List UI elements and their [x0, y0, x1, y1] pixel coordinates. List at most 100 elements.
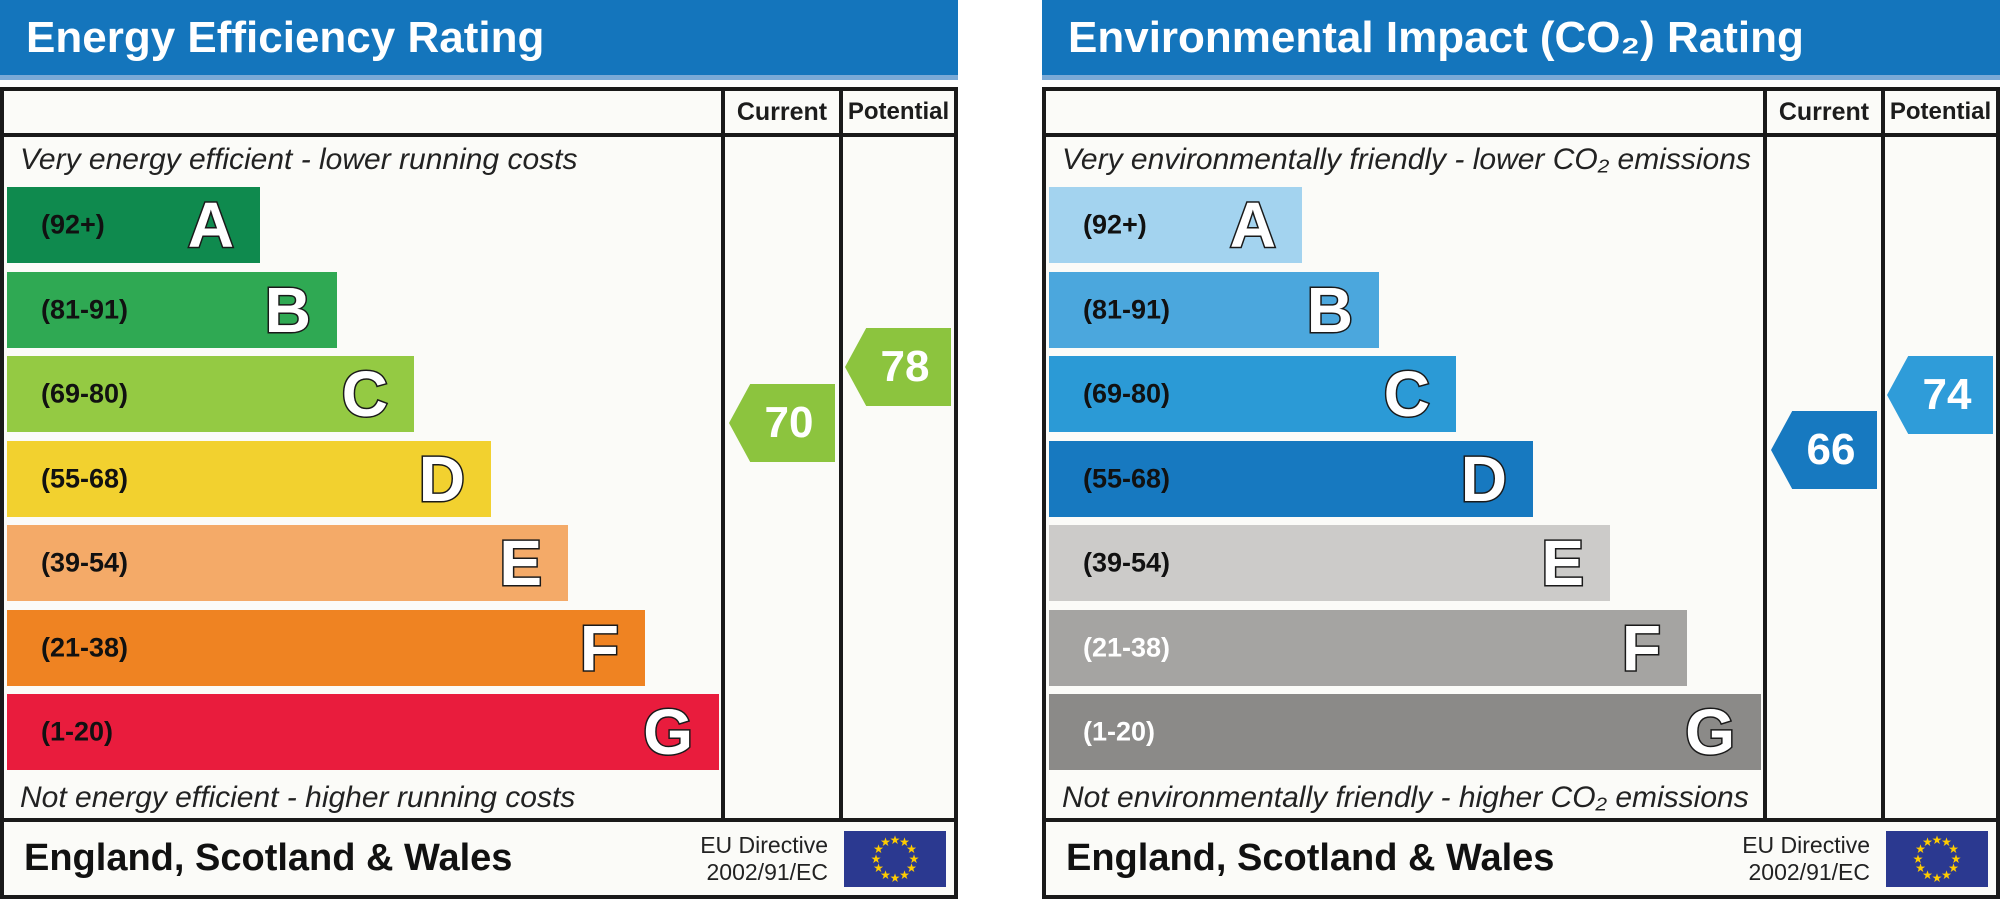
- eu-flag-star: ★: [899, 867, 910, 882]
- band-range-label: (69-80): [1083, 378, 1171, 409]
- panel-footer: England, Scotland & Wales EU Directive 2…: [4, 818, 954, 895]
- band-environmental-impact-b: (81-91) B: [1049, 271, 1379, 348]
- band-energy-efficiency-e: (39-54) E: [7, 525, 568, 601]
- eu-directive-line2: 2002/91/EC: [1748, 858, 1870, 885]
- eu-directive-line1: EU Directive: [1742, 831, 1870, 858]
- current-column-header: Current: [1778, 98, 1870, 126]
- band-letter: F: [1620, 611, 1662, 684]
- eu-flag-star: ★: [880, 867, 891, 882]
- arrow-value: 74: [1922, 370, 1972, 419]
- band-letter: F: [578, 611, 620, 684]
- column-divider: [839, 91, 843, 818]
- eu-flag-star: ★: [906, 861, 917, 875]
- band-letter: B: [1305, 273, 1354, 346]
- eu-flag-star: ★: [1912, 851, 1924, 866]
- band-environmental-impact-c: (69-80) C: [1049, 356, 1456, 432]
- eu-flag-star: ★: [1950, 851, 1962, 866]
- energy-efficiency-current-arrow: 70: [729, 384, 835, 462]
- eu-flag-star: ★: [908, 851, 920, 866]
- environmental-impact-table: Current Potential Very environmentally f…: [1042, 87, 2000, 899]
- band-range-label: (81-91): [1083, 294, 1171, 324]
- band-energy-efficiency-f: (21-38) F: [7, 609, 645, 686]
- band-range-label: (21-38): [1083, 632, 1171, 662]
- band-range-label: (39-54): [1083, 547, 1171, 578]
- band-energy-efficiency-b: (81-91) B: [7, 271, 337, 348]
- top-caption: Very energy efficient - lower running co…: [20, 143, 578, 176]
- eu-flag-star: ★: [889, 832, 901, 847]
- region-label: England, Scotland & Wales: [1066, 837, 1555, 879]
- eu-flag-star: ★: [1948, 842, 1959, 856]
- band-environmental-impact-d: (55-68) D: [1049, 440, 1533, 517]
- region-label: England, Scotland & Wales: [24, 837, 513, 879]
- eu-flag-star: ★: [870, 851, 882, 866]
- arrow-value: 66: [1806, 425, 1856, 474]
- column-divider: [1763, 91, 1767, 818]
- band-energy-efficiency-a: (92+) A: [7, 187, 260, 263]
- environmental-impact-potential-arrow: 74: [1887, 356, 1993, 434]
- band-letter: E: [498, 527, 544, 599]
- band-range-label: (1-20): [41, 716, 114, 747]
- eu-directive-line2: 2002/91/EC: [706, 858, 828, 885]
- band-range-label: (69-80): [41, 378, 129, 409]
- band-letter: D: [1459, 442, 1508, 515]
- band-environmental-impact-e: (39-54) E: [1049, 525, 1610, 601]
- eu-directive-line1: EU Directive: [700, 831, 828, 858]
- band-letter: B: [263, 273, 312, 346]
- band-letter: A: [186, 189, 235, 261]
- arrow-value: 78: [880, 342, 930, 391]
- bottom-caption: Not environmentally friendly - higher CO…: [1062, 781, 1749, 814]
- band-letter: E: [1540, 527, 1586, 599]
- band-environmental-impact-g: (1-20) G: [1049, 694, 1761, 770]
- band-range-label: (55-68): [1083, 463, 1171, 493]
- energy-efficiency-table: Current Potential Very energy efficient …: [0, 87, 958, 899]
- environmental-impact-title-bar: Environmental Impact (CO₂) Rating: [1042, 0, 2000, 80]
- panel-title: Environmental Impact (CO₂) Rating: [1068, 13, 1804, 62]
- band-range-label: (55-68): [41, 463, 129, 493]
- eu-flag-star: ★: [1941, 835, 1952, 850]
- band-letter: C: [1382, 358, 1431, 430]
- band-letter: G: [1684, 696, 1737, 768]
- eu-flag-star: ★: [1915, 861, 1926, 875]
- potential-column-header: Potential: [847, 98, 950, 125]
- eu-directive-label: EU Directive 2002/91/EC: [1742, 832, 1870, 886]
- energy-efficiency-title-bar: Energy Efficiency Rating: [0, 0, 958, 80]
- eu-flag-star: ★: [906, 842, 917, 856]
- eu-flag-icon: ★ ★ ★ ★ ★ ★ ★ ★ ★ ★ ★ ★: [844, 830, 946, 887]
- eu-flag-star: ★: [873, 861, 884, 875]
- header-underline: [4, 133, 954, 137]
- band-letter: D: [417, 442, 466, 515]
- environmental-impact-current-arrow: 66: [1771, 411, 1877, 489]
- eu-flag-star: ★: [1948, 861, 1959, 875]
- eu-flag-star: ★: [1941, 867, 1952, 882]
- eu-flag-star: ★: [899, 835, 910, 850]
- eu-flag-star: ★: [1922, 835, 1933, 850]
- band-range-label: (92+): [41, 209, 105, 240]
- energy-efficiency-panel: Energy Efficiency Rating Current Potenti…: [0, 0, 958, 899]
- eu-flag-star: ★: [1915, 842, 1926, 856]
- band-letter: G: [642, 696, 695, 768]
- panel-footer: England, Scotland & Wales EU Directive 2…: [1046, 818, 1996, 895]
- band-environmental-impact-a: (92+) A: [1049, 187, 1302, 263]
- band-environmental-impact-f: (21-38) F: [1049, 609, 1687, 686]
- environmental-impact-panel: Environmental Impact (CO₂) Rating Curren…: [1042, 0, 2000, 899]
- current-column-header: Current: [736, 98, 828, 126]
- band-range-label: (39-54): [41, 547, 129, 578]
- column-divider: [1881, 91, 1885, 818]
- band-letter: A: [1228, 189, 1277, 261]
- band-range-label: (1-20): [1083, 716, 1156, 747]
- eu-flag-star: ★: [889, 870, 901, 885]
- arrow-value: 70: [764, 398, 814, 447]
- energy-efficiency-potential-arrow: 78: [845, 328, 951, 406]
- eu-flag-star: ★: [1931, 870, 1943, 885]
- eu-flag-star: ★: [1931, 832, 1943, 847]
- bottom-caption: Not energy efficient - higher running co…: [20, 781, 576, 814]
- band-energy-efficiency-c: (69-80) C: [7, 356, 414, 432]
- band-energy-efficiency-d: (55-68) D: [7, 440, 491, 517]
- potential-column-header: Potential: [1889, 98, 1992, 125]
- eu-flag-star: ★: [1922, 867, 1933, 882]
- eu-flag-star: ★: [880, 835, 891, 850]
- band-range-label: (81-91): [41, 294, 129, 324]
- band-range-label: (92+): [1083, 209, 1147, 240]
- column-divider: [721, 91, 725, 818]
